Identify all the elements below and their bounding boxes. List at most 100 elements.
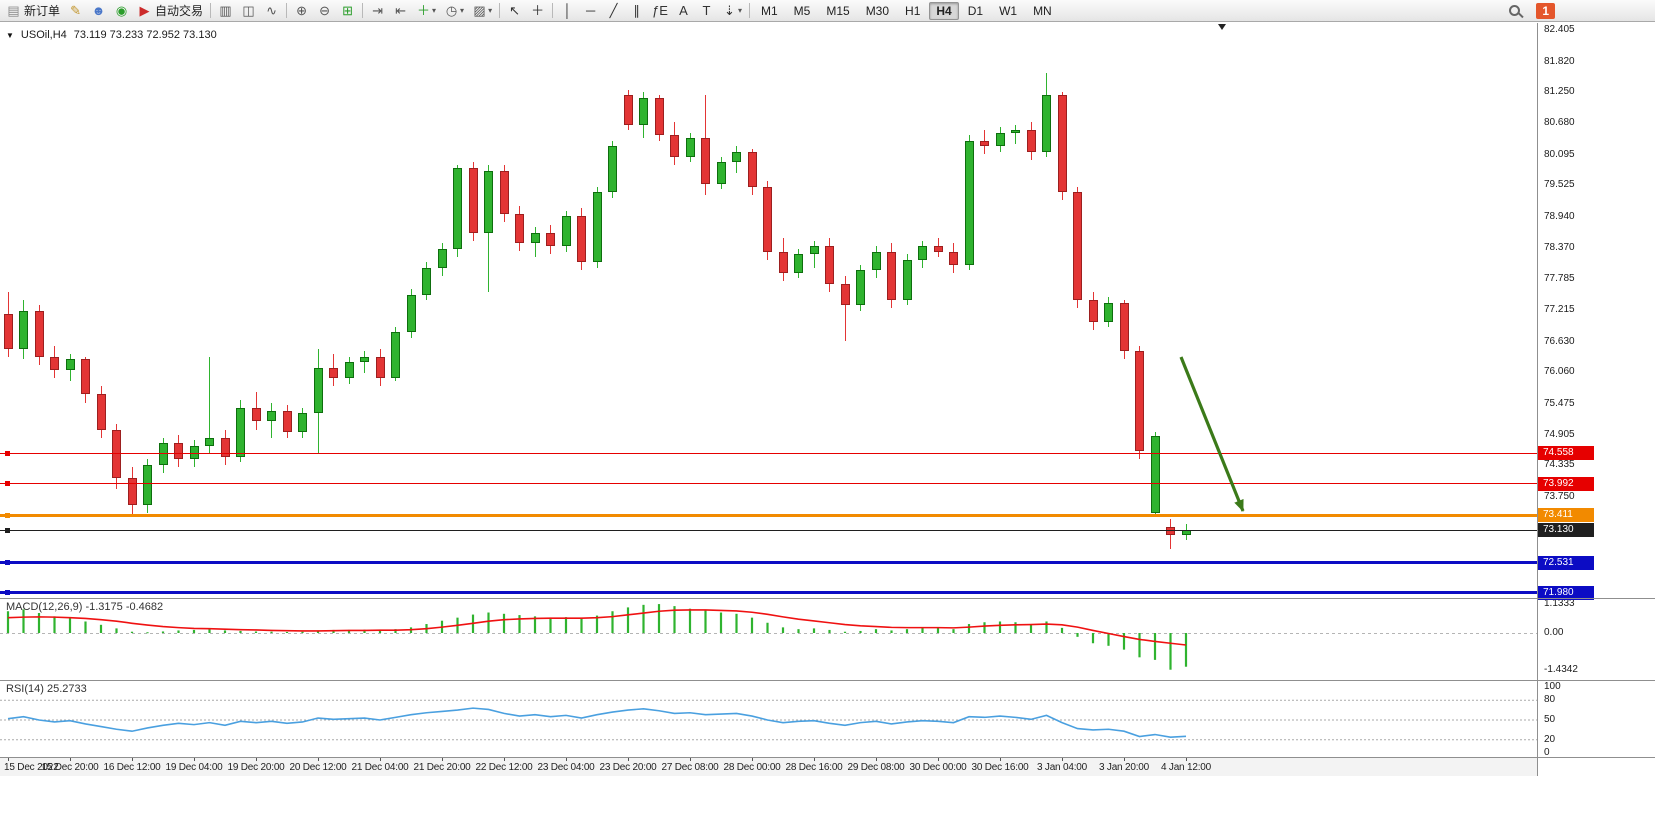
data-window-icon: ◉ — [115, 3, 128, 18]
macd-histogram-bar — [99, 624, 103, 633]
candlestick-chart-button[interactable]: ◫ — [237, 1, 260, 21]
timeframe-m15-button[interactable]: M15 — [819, 2, 856, 20]
panel-separator[interactable] — [0, 680, 1655, 681]
support-line-blue-2[interactable] — [0, 591, 1537, 595]
price-axis[interactable]: 74.558 73.992 73.411 73.130 72.531 71.980 82.4… — [1537, 23, 1655, 776]
toolbar-separator — [210, 3, 212, 18]
candle-body — [871, 251, 881, 271]
support-line-blue-1-handle[interactable] — [5, 560, 10, 566]
indicators-button[interactable]: ＋ ▾ — [412, 1, 440, 21]
candle-wick — [1015, 124, 1016, 144]
chart-shift-button[interactable]: ⇤ — [389, 1, 412, 21]
time-axis-tick — [1062, 758, 1063, 761]
market-watch-button[interactable]: ☻ — [87, 1, 110, 21]
current-price-line-handle[interactable] — [5, 527, 10, 533]
time-axis-label: 27 Dec 08:00 — [661, 762, 719, 773]
text-button[interactable]: A — [672, 1, 695, 21]
timeframe-d1-button[interactable]: D1 — [961, 2, 990, 20]
macd-histogram-bar — [967, 624, 971, 633]
cursor-button[interactable]: ↖ — [503, 1, 526, 21]
timeframe-mn-button[interactable]: MN — [1026, 2, 1059, 20]
time-axis-label: 3 Jan 20:00 — [1098, 762, 1150, 773]
timeframe-h4-button[interactable]: H4 — [929, 1, 959, 20]
time-axis[interactable]: 15 Dec 2022 15 Dec 20:00 16 Dec 12:00 19 De… — [0, 758, 1655, 776]
crosshair-icon: ＋ — [531, 3, 545, 18]
macd-indicator-panel[interactable] — [0, 599, 1537, 680]
resistance-line-1-handle[interactable] — [5, 450, 10, 456]
support-line-blue-2-handle[interactable] — [5, 590, 10, 596]
timeframe-m5-button[interactable]: M5 — [787, 2, 818, 20]
tile-windows-button[interactable]: ⊞ — [336, 1, 359, 21]
resistance-line-1-price-tag: 74.558 — [1538, 446, 1594, 461]
time-axis-tick — [132, 758, 133, 761]
candle-body — [329, 367, 338, 379]
candle-body — [964, 140, 974, 265]
candle-body — [685, 138, 695, 158]
support-line-orange[interactable] — [0, 513, 1537, 517]
panel-separator[interactable] — [0, 598, 1655, 599]
macd-histogram-bar — [611, 611, 614, 633]
text-label-button[interactable]: T — [695, 1, 718, 21]
chart-shift-marker[interactable] — [1218, 24, 1226, 30]
crosshair-button[interactable]: ＋ — [526, 1, 549, 21]
macd-histogram-bar — [223, 630, 227, 633]
metaeditor-button[interactable]: ✎ — [64, 1, 87, 21]
arrows-button[interactable]: ⇣ ▾ — [718, 1, 746, 21]
candlestick-icon: ◫ — [242, 3, 255, 18]
macd-histogram-bar — [1091, 633, 1095, 644]
equidistant-channel-button[interactable]: ∥ — [625, 1, 648, 21]
resistance-line-1[interactable] — [0, 452, 1537, 454]
support-line-orange-handle[interactable] — [5, 512, 10, 518]
candle-body — [608, 146, 617, 193]
current-price-line[interactable] — [0, 529, 1537, 531]
timeframe-m1-button[interactable]: M1 — [754, 2, 785, 20]
candle-body — [530, 232, 540, 244]
candle-body — [546, 232, 555, 247]
horizontal-line-button[interactable]: ─ — [579, 1, 602, 21]
periods-button[interactable]: ◷ ▾ — [440, 1, 468, 21]
timeframe-h1-button[interactable]: H1 — [898, 2, 927, 20]
vertical-line-button[interactable]: │ — [556, 1, 579, 21]
candle-body — [825, 246, 834, 284]
support-line-blue-1[interactable] — [0, 561, 1537, 565]
candle-body — [732, 151, 741, 163]
data-window-button[interactable]: ◉ — [110, 1, 133, 21]
search-icon[interactable] — [1509, 5, 1521, 16]
timeframe-m5-button-label: M5 — [793, 3, 811, 18]
candle-body — [236, 407, 245, 457]
line-chart-button[interactable]: ∿ — [260, 1, 283, 21]
bar-chart-button[interactable]: ▥ — [214, 1, 237, 21]
auto-scroll-button[interactable]: ⇥ — [366, 1, 389, 21]
autotrading-button[interactable]: ▶ 自动交易 — [133, 1, 207, 21]
price-axis-tick: 74.335 — [1544, 459, 1575, 471]
candle-body — [623, 95, 633, 125]
notification-badge[interactable]: 1 — [1536, 2, 1555, 19]
candle-body — [995, 132, 1005, 147]
resistance-line-2-handle[interactable] — [5, 481, 10, 487]
candle-body — [763, 186, 772, 252]
time-axis-tick — [1186, 758, 1187, 761]
new-order-button[interactable]: ▤ 新订单 — [2, 1, 64, 21]
channel-icon: ∥ — [633, 3, 640, 18]
timeframe-m30-button[interactable]: M30 — [859, 2, 896, 20]
price-chart[interactable]: ▼ USOil,H4 73.119 73.233 72.952 73.130 — [0, 23, 1537, 598]
timeframe-w1-button[interactable]: W1 — [992, 2, 1024, 20]
zoom-in-button[interactable]: ⊕ — [290, 1, 313, 21]
zoom-out-button[interactable]: ⊖ — [313, 1, 336, 21]
trendline-button[interactable]: ╱ — [602, 1, 625, 21]
candle-body — [406, 294, 416, 333]
macd-histogram-bar — [1029, 624, 1033, 633]
candle-body — [205, 437, 214, 446]
macd-histogram-bar — [1014, 622, 1017, 633]
resistance-line-2[interactable] — [0, 483, 1537, 485]
panel-separator[interactable] — [0, 757, 1655, 758]
templates-button[interactable]: ▨ ▾ — [468, 1, 496, 21]
one-click-trading-toggle[interactable]: ▼ — [6, 30, 14, 40]
trend-arrow-annotation[interactable] — [0, 23, 1537, 598]
candle-body — [639, 97, 648, 125]
fibonacci-button[interactable]: ƒE — [648, 1, 672, 21]
macd-histogram-bar — [921, 627, 924, 633]
rsi-indicator-panel[interactable] — [0, 681, 1537, 757]
macd-histogram-bar — [890, 630, 893, 633]
price-axis-tick: 78.940 — [1544, 210, 1575, 222]
